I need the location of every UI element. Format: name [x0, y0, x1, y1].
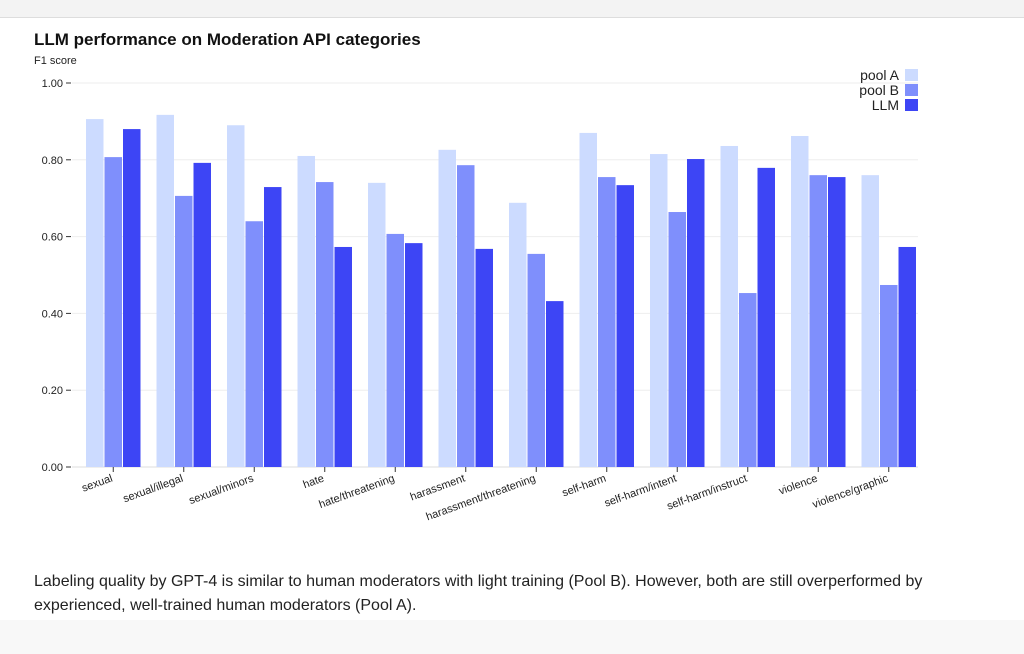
- x-tick-label: violence: [777, 473, 819, 498]
- bar-llm: [123, 129, 141, 467]
- legend-swatch: [905, 99, 918, 111]
- bar-pool-a: [297, 155, 315, 467]
- y-tick-label: 0.40: [42, 308, 63, 320]
- y-tick-label: 0.60: [42, 232, 63, 244]
- bar-pool-b: [175, 195, 193, 467]
- legend-swatch: [905, 69, 918, 81]
- bar-pool-a: [509, 202, 527, 468]
- bar-pool-b: [527, 253, 545, 467]
- x-tick-label: sexual/illegal: [121, 473, 184, 506]
- bar-pool-b: [104, 157, 122, 467]
- bar-llm: [898, 246, 916, 467]
- bar-pool-b: [316, 182, 334, 467]
- bar-pool-a: [227, 125, 245, 468]
- bar-pool-b: [880, 284, 898, 467]
- x-tick-label: self-harm/instruct: [665, 473, 748, 513]
- bar-llm: [687, 159, 705, 468]
- bar-pool-a: [579, 132, 597, 468]
- bar-llm: [405, 243, 423, 467]
- bar-pool-b: [598, 177, 616, 467]
- bar-llm: [828, 177, 846, 467]
- chart-title: LLM performance on Moderation API catego…: [34, 30, 421, 49]
- x-tick-label: self-harm: [561, 473, 608, 500]
- y-axis-label: F1 score: [34, 55, 77, 67]
- bar-pool-b: [245, 221, 263, 467]
- bar-pool-a: [368, 182, 386, 467]
- bar-pool-a: [861, 175, 879, 467]
- bar-llm: [475, 248, 493, 467]
- x-tick-label: hate: [302, 473, 326, 492]
- bar-pool-b: [739, 293, 757, 467]
- bar-pool-a: [791, 135, 809, 467]
- bar-llm: [264, 187, 282, 467]
- bar-pool-b: [386, 233, 404, 467]
- bar-llm: [334, 246, 352, 467]
- bar-pool-a: [156, 114, 174, 467]
- legend-swatch: [905, 84, 918, 96]
- x-tick-label: hate/threatening: [317, 473, 396, 511]
- y-tick-label: 1.00: [42, 78, 63, 90]
- bar-pool-a: [650, 154, 668, 468]
- x-tick-label: sexual: [80, 473, 114, 495]
- top-bar: [0, 0, 1024, 18]
- bar-pool-a: [720, 145, 738, 467]
- bar-llm: [193, 162, 211, 467]
- legend-label: LLM: [872, 97, 899, 113]
- legend-label: pool A: [860, 67, 900, 83]
- y-tick-label: 0.20: [42, 385, 63, 397]
- legend-label: pool B: [859, 82, 899, 98]
- bar-llm: [757, 167, 775, 467]
- bar-llm: [546, 301, 564, 467]
- bar-pool-b: [809, 175, 827, 467]
- bar-pool-a: [86, 119, 104, 467]
- bar-pool-a: [438, 149, 456, 468]
- y-tick-label: 0.80: [42, 155, 63, 167]
- bar-pool-b: [668, 212, 686, 467]
- bar-chart: 0.00 0.20 0.40 0.60 0.80 1.00 sexual sexual/ill…: [42, 67, 918, 523]
- bar-llm: [616, 185, 634, 468]
- x-tick-label: sexual/minors: [187, 472, 255, 507]
- y-tick-label: 0.00: [42, 462, 63, 474]
- x-tick-label: violence/graphic: [811, 472, 890, 511]
- caption: Labeling quality by GPT-4 is similar to …: [34, 573, 923, 614]
- bar-pool-b: [457, 165, 475, 467]
